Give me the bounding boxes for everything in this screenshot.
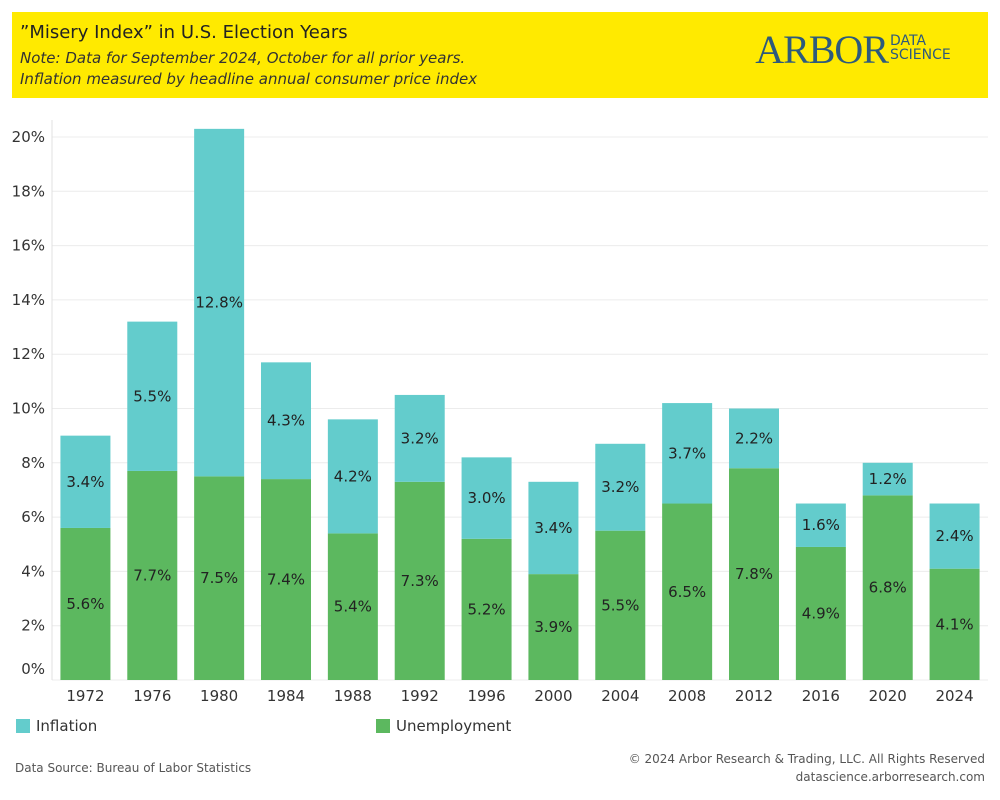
- data-label-inflation-2020: 1.2%: [869, 470, 907, 488]
- bar-unemployment-1972: [60, 527, 111, 680]
- logo-word: ARBOR: [755, 27, 889, 72]
- bar-inflation-1988: [327, 419, 378, 534]
- x-tick-label-1996: 1996: [467, 687, 505, 705]
- bar-inflation-1972: [60, 435, 111, 528]
- data-source: Data Source: Bureau of Labor Statistics: [15, 761, 252, 775]
- x-tick-label-2020: 2020: [869, 687, 907, 705]
- bar-inflation-1980: [194, 128, 245, 477]
- y-tick-label-2: 4%: [21, 562, 45, 580]
- data-label-inflation-2004: 3.2%: [601, 478, 639, 496]
- bar-inflation-2000: [528, 481, 579, 575]
- y-tick-label-0: 0%: [21, 660, 45, 678]
- y-tick-label-3: 6%: [21, 508, 45, 526]
- bar-unemployment-2004: [595, 530, 646, 680]
- bar-inflation-2024: [929, 503, 980, 569]
- data-label-inflation-1980: 12.8%: [195, 294, 243, 312]
- data-label-unemployment-1992: 7.3%: [401, 572, 439, 590]
- logo-sub-line-1: DATA: [890, 33, 927, 49]
- data-label-inflation-2012: 2.2%: [735, 429, 773, 447]
- bar-unemployment-2008: [662, 503, 713, 680]
- bar-inflation-1976: [127, 321, 178, 471]
- bar-unemployment-1984: [261, 479, 311, 680]
- y-tick-label-6: 12%: [12, 345, 45, 363]
- bar-unemployment-2024: [929, 568, 980, 680]
- data-label-inflation-2024: 2.4%: [936, 527, 974, 545]
- legend-swatch-unemployment: [376, 719, 390, 733]
- x-tick-label-2004: 2004: [601, 687, 639, 705]
- bar-inflation-2016: [795, 503, 846, 547]
- stacked-bar-chart: 0% 2% 4% 6% 8% 10% 12% 14% 16% 18% 20% 5.6% 3.4% 1972…: [12, 120, 988, 705]
- note-line-1: Note: Data for September 2024, October f…: [20, 49, 466, 67]
- x-tick-label-1984: 1984: [267, 687, 305, 705]
- bar-unemployment-2000: [528, 574, 579, 680]
- data-label-inflation-1996: 3.0%: [468, 489, 506, 507]
- data-label-inflation-1992: 3.2%: [401, 429, 439, 447]
- x-tick-label-2000: 2000: [534, 687, 572, 705]
- data-label-unemployment-2024: 4.1%: [936, 615, 974, 633]
- data-label-inflation-1988: 4.2%: [334, 467, 372, 485]
- logo-sub-line-2: SCIENCE: [890, 47, 951, 63]
- bar-unemployment-2012: [729, 468, 779, 680]
- data-label-unemployment-1980: 7.5%: [200, 569, 238, 587]
- bar-inflation-2012: [729, 408, 779, 469]
- data-label-inflation-1976: 5.5%: [133, 387, 171, 405]
- data-label-unemployment-2008: 6.5%: [668, 583, 706, 601]
- data-label-inflation-2000: 3.4%: [534, 519, 572, 537]
- x-tick-label-1972: 1972: [66, 687, 104, 705]
- x-tick-label-2024: 2024: [935, 687, 973, 705]
- y-tick-label-1: 2%: [21, 617, 45, 635]
- bar-unemployment-1980: [194, 476, 245, 680]
- data-label-unemployment-1976: 7.7%: [133, 566, 171, 584]
- data-label-unemployment-1984: 7.4%: [267, 571, 305, 589]
- data-label-inflation-1972: 3.4%: [66, 473, 104, 491]
- x-tick-label-1980: 1980: [200, 687, 238, 705]
- bar-unemployment-2016: [795, 546, 846, 680]
- y-tick-label-5: 10%: [12, 400, 45, 418]
- x-tick-label-2008: 2008: [668, 687, 706, 705]
- x-tick-label-1988: 1988: [334, 687, 372, 705]
- bar-inflation-1984: [261, 362, 311, 480]
- data-label-unemployment-1972: 5.6%: [66, 595, 104, 613]
- data-label-unemployment-2004: 5.5%: [601, 596, 639, 614]
- logo-subtitle: DATA SCIENCE: [890, 34, 956, 62]
- bar-inflation-2004: [595, 443, 646, 531]
- y-tick-label-9: 18%: [12, 182, 45, 200]
- y-tick-label-4: 8%: [21, 454, 45, 472]
- bar-unemployment-1988: [327, 533, 378, 680]
- bar-inflation-2008: [662, 403, 713, 504]
- chart-header: ”Misery Index” in U.S. Election Years No…: [12, 12, 988, 98]
- y-tick-label-10: 20%: [12, 128, 45, 146]
- data-label-unemployment-2000: 3.9%: [534, 618, 572, 636]
- copyright-notice: © 2024 Arbor Research & Trading, LLC. Al…: [628, 752, 985, 766]
- chart-title: ”Misery Index” in U.S. Election Years: [20, 22, 348, 43]
- legend-label-inflation: Inflation: [36, 717, 98, 735]
- legend-swatch-inflation: [16, 719, 30, 733]
- bar-unemployment-1976: [127, 470, 178, 680]
- data-label-unemployment-1996: 5.2%: [468, 600, 506, 618]
- note-line-2: Inflation measured by headline annual co…: [20, 70, 478, 88]
- data-label-inflation-2008: 3.7%: [668, 444, 706, 462]
- bar-inflation-1996: [461, 457, 512, 539]
- x-tick-label-2012: 2012: [735, 687, 773, 705]
- data-label-unemployment-1988: 5.4%: [334, 598, 372, 616]
- bar-inflation-1992: [394, 394, 445, 482]
- x-tick-label-1976: 1976: [133, 687, 171, 705]
- y-tick-label-7: 14%: [12, 291, 45, 309]
- bar-unemployment-1996: [461, 538, 512, 680]
- bar-unemployment-2020: [862, 495, 913, 680]
- data-label-inflation-2016: 1.6%: [802, 516, 840, 534]
- data-label-inflation-1984: 4.3%: [267, 412, 305, 430]
- y-tick-label-8: 16%: [12, 237, 45, 255]
- legend-label-unemployment: Unemployment: [396, 717, 512, 735]
- x-tick-label-2016: 2016: [802, 687, 840, 705]
- data-label-unemployment-2012: 7.8%: [735, 565, 773, 583]
- data-label-unemployment-2016: 4.9%: [802, 604, 840, 622]
- bar-inflation-2020: [862, 462, 913, 496]
- data-label-unemployment-2020: 6.8%: [869, 579, 907, 597]
- website-link[interactable]: datascience.arborresearch.com: [795, 770, 985, 784]
- bar-unemployment-1992: [394, 481, 445, 680]
- x-tick-label-1992: 1992: [401, 687, 439, 705]
